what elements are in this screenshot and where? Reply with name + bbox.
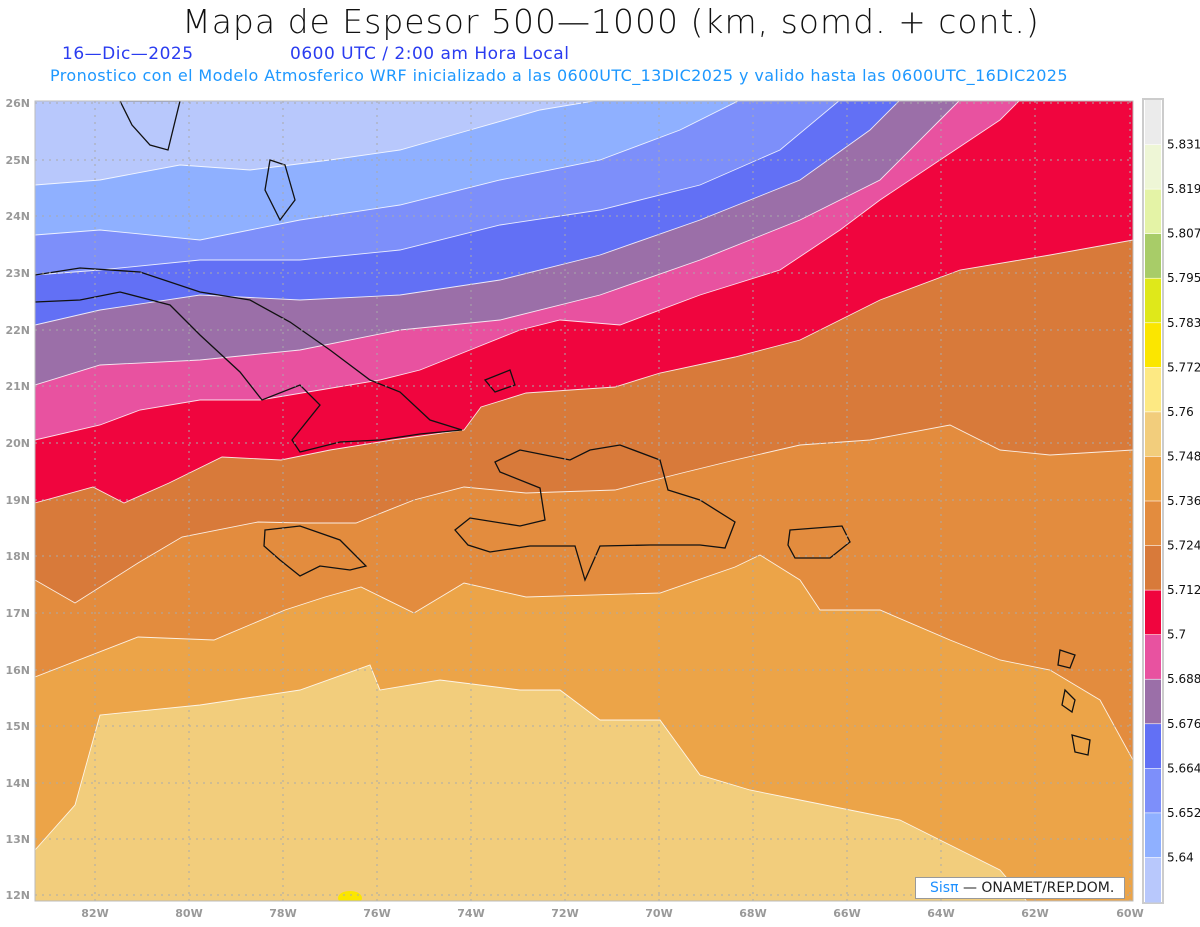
colorbar-frame: [1142, 98, 1164, 904]
credit-text: — ONAMET/REP.DOM.: [962, 880, 1115, 896]
contour-line: [35, 664, 1028, 901]
colorbar-label: 5.676: [1167, 717, 1200, 731]
coastline-jamaica: [263, 525, 368, 577]
credit-brand: Sisπ: [930, 880, 959, 896]
colorbar-swatch: [1145, 278, 1161, 324]
lon-label: 62W: [1021, 907, 1048, 920]
colorbar-label: 5.807: [1167, 227, 1200, 241]
lon-label: 74W: [457, 907, 484, 920]
colorbar-label: 5.783: [1167, 316, 1200, 330]
lat-label: 26N: [5, 97, 30, 110]
colorbar-swatch: [1145, 590, 1161, 636]
colorbar-swatch: [1145, 367, 1161, 413]
colorbar-label: 5.772: [1167, 360, 1200, 374]
coastline-cuba: [35, 267, 463, 453]
forecast-time: 0600 UTC / 2:00 am Hora Local: [290, 44, 570, 64]
lon-label: 70W: [645, 907, 672, 920]
colorbar: 5.831 5.819 5.807 5.795 5.783 5.772 5.76 5.748 5…: [1142, 98, 1200, 904]
colorbar-label: 5.712: [1167, 583, 1200, 597]
contour-line: [35, 101, 840, 276]
colorbar-label: 5.748: [1167, 449, 1200, 463]
lon-label: 60W: [1116, 907, 1143, 920]
lat-label: 20N: [5, 437, 30, 450]
contour-line: [35, 101, 960, 386]
coastline-trinidad: [1071, 734, 1091, 756]
lon-label: 76W: [363, 907, 390, 920]
colorbar-label: 5.819: [1167, 182, 1200, 196]
contour-line: [35, 239, 1133, 504]
lon-label: 72W: [551, 907, 578, 920]
thickness-band: [338, 891, 362, 901]
shaded-thickness-bands: [35, 101, 1133, 901]
colorbar-swatch: [1145, 456, 1161, 502]
lat-label: 14N: [5, 777, 30, 790]
colorbar-label: 5.831: [1167, 138, 1200, 152]
coastline-florida: [119, 101, 181, 151]
colorbar-swatch: [1145, 144, 1161, 190]
contour-line: [35, 101, 740, 241]
colorbar-swatch: [1145, 634, 1161, 680]
colorbar-swatch: [1145, 100, 1161, 146]
coastline-puerto-rico: [787, 525, 851, 559]
colorbar-swatch: [1145, 189, 1161, 235]
colorbar-label: 5.688: [1167, 672, 1200, 686]
lon-label: 80W: [175, 907, 202, 920]
colorbar-swatch: [1145, 768, 1161, 814]
credit-box: Sisπ — ONAMET/REP.DOM.: [915, 877, 1125, 899]
colorbar-swatch: [1145, 545, 1161, 591]
graticule: [35, 101, 1133, 901]
lat-label: 18N: [5, 550, 30, 563]
colorbar-label: 5.795: [1167, 271, 1200, 285]
lat-label: 13N: [5, 833, 30, 846]
colorbar-swatch: [1145, 723, 1161, 769]
lat-label: 17N: [5, 607, 30, 620]
coastlines: [35, 101, 1091, 756]
longitude-labels: 82W 80W 78W 76W 74W 72W 70W 68W 66W 64W 62W 60W: [81, 907, 1143, 920]
lon-label: 78W: [269, 907, 296, 920]
lat-label: 21N: [5, 380, 30, 393]
lon-label: 68W: [739, 907, 766, 920]
colorbar-label: 5.724: [1167, 539, 1200, 553]
lat-label: 12N: [5, 889, 30, 902]
colorbar-swatch: [1145, 322, 1161, 368]
colorbar-label: 5.64: [1167, 850, 1194, 864]
lon-label: 82W: [81, 907, 108, 920]
colorbar-swatch: [1145, 233, 1161, 279]
lat-label: 15N: [5, 720, 30, 733]
lon-label: 66W: [833, 907, 860, 920]
latitude-labels: 26N 25N 24N 23N 22N 21N 20N 19N 18N 17N 16N 15N 14N 1…: [5, 97, 30, 902]
contour-line: [35, 101, 900, 326]
lat-label: 19N: [5, 494, 30, 507]
contour-line: [35, 424, 1133, 604]
map-title: Mapa de Espesor 500—1000 (km, somd. + co…: [182, 2, 1040, 41]
coastline-martinique: [1061, 688, 1076, 714]
map-frame: [34, 100, 1134, 902]
forecast-date: 16—Dic—2025: [62, 44, 194, 64]
colorbar-label: 5.652: [1167, 806, 1200, 820]
forecast-description: Pronostico con el Modelo Atmosferico WRF…: [50, 66, 1068, 85]
colorbar-label: 5.76: [1167, 405, 1194, 419]
colorbar-swatch: [1145, 857, 1161, 903]
coastline-guadeloupe: [1057, 649, 1076, 669]
colorbar-swatch: [1145, 501, 1161, 547]
colorbar-label: 5.736: [1167, 494, 1200, 508]
lat-label: 24N: [5, 210, 30, 223]
lat-label: 23N: [5, 267, 30, 280]
colorbar-swatch: [1145, 411, 1161, 457]
lon-label: 64W: [927, 907, 954, 920]
lat-label: 25N: [5, 154, 30, 167]
colorbar-label: 5.664: [1167, 761, 1200, 775]
colorbar-swatch: [1145, 679, 1161, 725]
lat-label: 22N: [5, 324, 30, 337]
contour-line: [35, 554, 1133, 761]
coastline-hispaniola: [454, 444, 736, 582]
coastline-great-inagua: [483, 369, 516, 393]
colorbar-swatch: [1145, 812, 1161, 858]
colorbar-label: 5.7: [1167, 628, 1186, 642]
lat-label: 16N: [5, 664, 30, 677]
